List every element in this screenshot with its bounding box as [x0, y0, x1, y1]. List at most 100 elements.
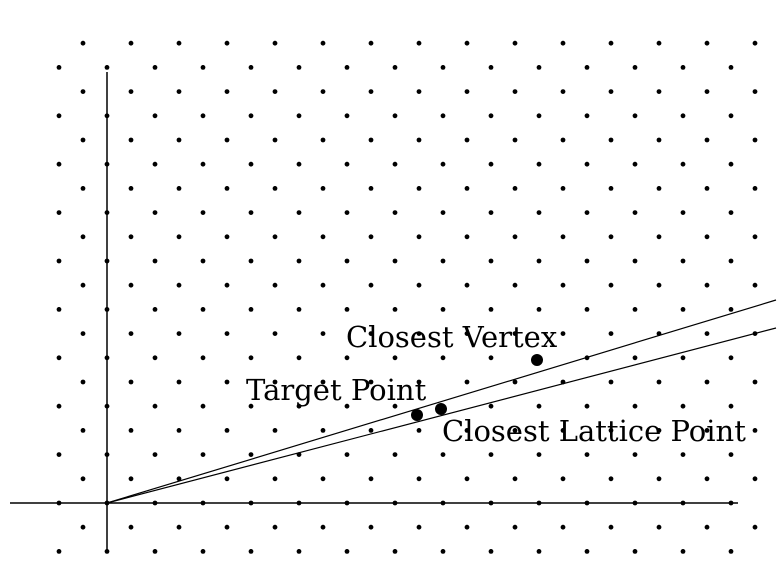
lattice-dot — [536, 403, 542, 409]
lattice-dot — [80, 524, 86, 530]
lattice-dot — [248, 258, 254, 264]
lattice-dot — [392, 452, 398, 457]
lattice-dot — [392, 549, 398, 554]
lattice-dot — [680, 161, 686, 167]
lattice-dot — [200, 307, 206, 312]
lattice-dot — [416, 137, 422, 143]
lattice-dot — [80, 40, 86, 46]
lattice-dot — [320, 476, 326, 482]
lattice-dot — [608, 186, 614, 191]
lattice-dot — [272, 331, 278, 336]
lattice-dot — [656, 89, 662, 94]
lattice-dot — [128, 331, 134, 336]
target-point-marker — [411, 409, 423, 421]
lattice-dot — [320, 89, 326, 94]
lattice-dot — [440, 452, 446, 457]
lattice-dot — [584, 549, 590, 554]
lattice-dot — [728, 210, 734, 216]
lattice-dot — [80, 476, 86, 482]
lattice-dot — [248, 113, 254, 119]
lattice-dot — [440, 355, 446, 361]
lattice-dot — [560, 428, 566, 433]
lattice-dot — [128, 186, 134, 191]
lattice-dot — [368, 89, 374, 94]
lattice-dot — [344, 307, 350, 312]
lattice-dot — [680, 452, 686, 457]
lattice-dot — [560, 282, 566, 288]
lattice-dot — [128, 379, 134, 385]
lattice-dot — [56, 113, 62, 119]
lattice-dot — [224, 331, 230, 336]
lattice-dot — [440, 549, 446, 554]
lattice-dot — [200, 403, 206, 409]
lattice-dot — [272, 40, 278, 46]
lattice-dot — [200, 355, 206, 361]
lattice-dot — [464, 282, 470, 288]
lattice-dot — [152, 549, 158, 554]
lattice-dot — [344, 403, 350, 409]
lattice-dot — [224, 428, 230, 433]
lattice-dot — [560, 524, 566, 530]
lattice-dot — [272, 234, 278, 240]
lattice-dot — [248, 403, 254, 409]
lattice-dot — [152, 210, 158, 216]
lattice-dot — [704, 428, 710, 433]
lattice-dot — [128, 428, 134, 433]
lattice-dot — [728, 258, 734, 264]
lattice-dot — [56, 210, 62, 216]
lattice-dot — [536, 258, 542, 264]
lattice-dot — [152, 161, 158, 167]
lattice-dot — [608, 234, 614, 240]
lattice-dot — [704, 476, 710, 482]
lattice-dot — [56, 403, 62, 409]
closest-vertex-marker — [531, 354, 543, 366]
lattice-dot — [56, 258, 62, 264]
lattice-dot — [608, 89, 614, 94]
lattice-dot — [176, 137, 182, 143]
lattice-dot — [128, 137, 134, 143]
lattice-dot — [56, 161, 62, 167]
lattice-dot — [440, 210, 446, 216]
lattice-dot — [416, 524, 422, 530]
lattice-dot — [200, 113, 206, 119]
lattice-dot — [464, 524, 470, 530]
lattice-dot — [296, 113, 302, 119]
lattice-dot — [296, 210, 302, 216]
lattice-dot — [584, 403, 590, 409]
lattice-dot — [392, 65, 398, 70]
lattice-dot — [392, 307, 398, 312]
lattice-dot — [632, 161, 638, 167]
lattice-dot — [536, 549, 542, 554]
lattice-dot — [536, 113, 542, 119]
lattice-dot — [512, 476, 518, 482]
lattice-dot — [80, 379, 86, 385]
lattice-dot — [176, 282, 182, 288]
lattice-dot — [368, 476, 374, 482]
target-point-label: Target Point — [246, 373, 427, 407]
lattice-dot — [56, 355, 62, 361]
lattice-dot — [584, 210, 590, 216]
lattice-dot — [512, 428, 518, 433]
closest-lattice-point-label: Closest Lattice Point — [442, 414, 746, 448]
lattice-dot — [248, 355, 254, 361]
lattice-dot — [368, 428, 374, 433]
lattice-dot — [656, 428, 662, 433]
closest-vertex-label: Closest Vertex — [346, 320, 557, 354]
lattice-dot — [608, 476, 614, 482]
lattice-dot — [176, 379, 182, 385]
lattice-dot — [632, 210, 638, 216]
lattice-dot — [272, 137, 278, 143]
lattice-dot — [656, 282, 662, 288]
lattice-dot — [512, 89, 518, 94]
lattice-dot — [536, 452, 542, 457]
lattice-dot — [248, 307, 254, 312]
lattice-dot — [176, 186, 182, 191]
lattice-dot — [464, 428, 470, 433]
lattice-dot — [560, 89, 566, 94]
lattice-dot — [368, 282, 374, 288]
lattice-dot — [392, 258, 398, 264]
lattice-dot — [368, 524, 374, 530]
lattice-dot — [128, 40, 134, 46]
lattice-dot — [536, 307, 542, 312]
lattice-dot — [80, 186, 86, 191]
